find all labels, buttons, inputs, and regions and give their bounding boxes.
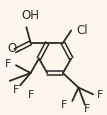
Text: F: F xyxy=(61,99,67,109)
Text: OH: OH xyxy=(22,8,40,21)
Text: F: F xyxy=(13,84,19,94)
Text: O: O xyxy=(7,42,16,54)
Text: F: F xyxy=(27,89,34,99)
Text: F: F xyxy=(97,89,104,99)
Text: Cl: Cl xyxy=(76,24,88,37)
Text: F: F xyxy=(84,103,90,113)
Text: F: F xyxy=(4,59,11,68)
